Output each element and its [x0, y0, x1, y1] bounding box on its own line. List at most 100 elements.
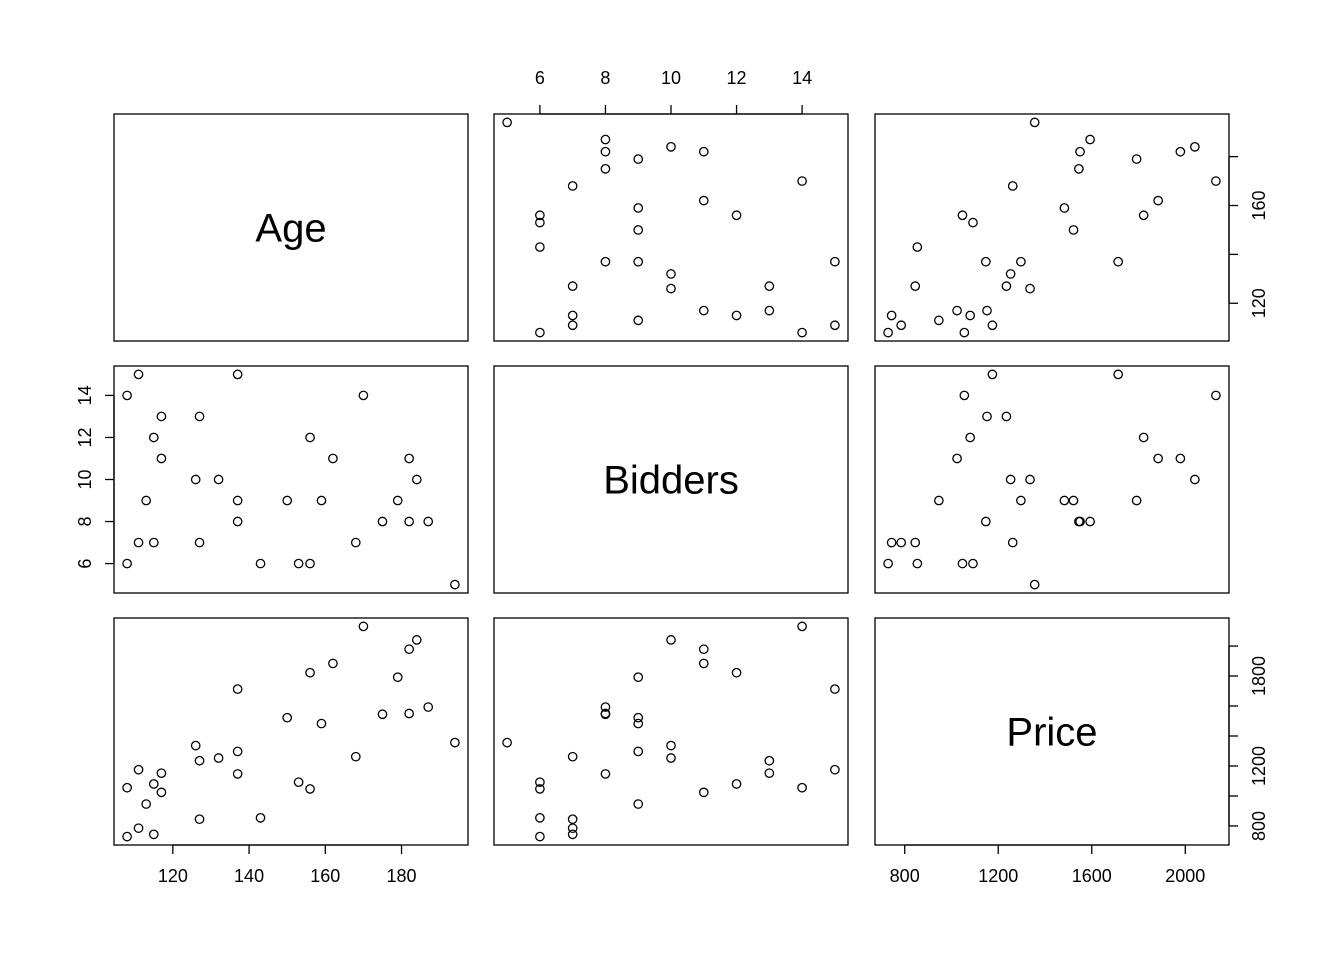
point — [886, 537, 897, 548]
point — [305, 784, 315, 794]
point — [600, 709, 611, 720]
point — [358, 621, 369, 632]
point — [122, 558, 132, 569]
point — [1016, 495, 1026, 506]
point — [1025, 474, 1035, 485]
point — [293, 777, 304, 788]
panel-frame — [113, 617, 469, 846]
point — [535, 777, 545, 788]
point — [567, 829, 578, 840]
point — [328, 658, 338, 669]
point — [912, 242, 923, 252]
point — [952, 453, 962, 464]
point — [830, 764, 840, 775]
point — [1075, 146, 1085, 157]
point — [1059, 495, 1070, 506]
x-tick-label: 8 — [600, 68, 610, 88]
point — [1131, 495, 1142, 506]
point — [305, 558, 315, 569]
point — [213, 474, 224, 485]
point — [194, 755, 205, 766]
point — [535, 327, 545, 338]
point — [633, 225, 644, 235]
point — [282, 495, 293, 506]
panel-frame — [113, 113, 469, 342]
point — [232, 769, 243, 779]
x-tick-label: 180 — [387, 866, 417, 886]
point — [1007, 537, 1018, 548]
point — [122, 831, 132, 842]
variable-label: Price — [1006, 711, 1097, 755]
point — [731, 310, 742, 321]
point — [305, 667, 315, 678]
point — [764, 305, 775, 316]
y-tick-label: 12 — [75, 427, 95, 447]
y-tick-label: 8 — [75, 517, 95, 527]
point — [1005, 269, 1016, 279]
point — [698, 146, 709, 157]
point — [1085, 134, 1095, 145]
point — [141, 495, 152, 506]
point — [957, 210, 968, 221]
point — [148, 537, 159, 548]
point — [633, 672, 644, 683]
point — [232, 746, 243, 757]
point — [148, 829, 159, 840]
point — [968, 558, 978, 569]
point — [1138, 432, 1149, 443]
point — [1113, 256, 1124, 267]
point — [666, 635, 676, 645]
point — [194, 411, 205, 422]
point — [633, 718, 644, 729]
point — [933, 495, 944, 506]
point — [1153, 195, 1163, 206]
point — [450, 579, 460, 590]
point — [666, 740, 676, 751]
point — [305, 432, 315, 443]
point — [600, 256, 611, 267]
point — [910, 281, 921, 292]
point — [666, 141, 676, 152]
point — [1029, 579, 1040, 590]
point — [1153, 453, 1163, 464]
point — [122, 782, 132, 793]
point — [1131, 154, 1142, 164]
point — [698, 658, 709, 669]
point — [316, 495, 327, 506]
point — [965, 432, 976, 443]
point — [600, 702, 611, 712]
point — [535, 831, 545, 842]
point — [1211, 390, 1221, 401]
panel-frame — [493, 617, 849, 846]
point — [886, 310, 897, 321]
point — [830, 256, 840, 267]
point — [502, 117, 512, 128]
x-tick-label: 14 — [792, 68, 812, 88]
point — [1068, 225, 1079, 235]
point — [797, 621, 807, 632]
panel-frame — [874, 365, 1230, 594]
point — [350, 751, 361, 762]
y-tick-label: 10 — [75, 469, 95, 489]
point — [1074, 163, 1084, 174]
point — [797, 176, 807, 186]
point — [392, 495, 403, 506]
panel-frame — [874, 113, 1230, 342]
point — [1025, 283, 1035, 294]
point — [255, 813, 266, 823]
point — [1005, 474, 1016, 485]
point — [404, 453, 415, 464]
point — [1001, 411, 1012, 422]
point — [666, 753, 676, 763]
point — [633, 256, 644, 267]
point — [600, 134, 611, 145]
point — [633, 203, 644, 213]
point — [358, 390, 369, 401]
x-tick-label: 12 — [727, 68, 747, 88]
point — [980, 256, 991, 267]
point — [1175, 453, 1186, 464]
point — [883, 327, 893, 338]
point — [156, 411, 167, 422]
point — [764, 281, 775, 292]
